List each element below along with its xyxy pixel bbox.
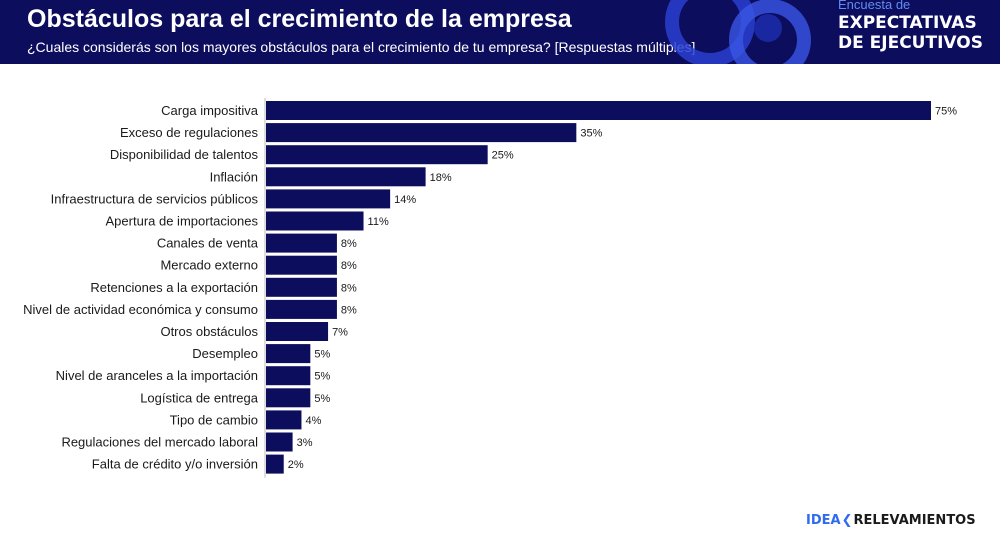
value-label: 4% <box>305 415 321 427</box>
value-label: 2% <box>288 459 304 471</box>
category-label: Otros obstáculos <box>160 324 258 339</box>
bar <box>266 145 488 165</box>
value-label: 3% <box>297 437 313 449</box>
category-label: Falta de crédito y/o inversión <box>92 457 258 472</box>
value-label: 18% <box>430 172 452 184</box>
logo-relevamientos-text: RELEVAMIENTOS <box>853 513 976 528</box>
page-title: Obstáculos para el crecimiento de la emp… <box>27 5 572 33</box>
value-label: 11% <box>368 216 389 228</box>
brand-title-line2: DE EJECUTIVOS <box>838 33 983 53</box>
bar <box>266 167 426 187</box>
brand-title-line1: EXPECTATIVAS <box>838 13 977 33</box>
bar <box>266 255 337 275</box>
value-label: 8% <box>341 304 357 316</box>
bar <box>266 299 337 319</box>
brand-caption: Encuesta de <box>838 0 911 12</box>
bar <box>266 322 329 341</box>
bar <box>266 211 364 231</box>
value-label: 35% <box>580 128 602 140</box>
category-label: Exceso de regulaciones <box>120 125 259 140</box>
value-label: 75% <box>935 106 957 118</box>
category-label: Nivel de aranceles a la importación <box>56 368 258 383</box>
category-label: Tipo de cambio <box>170 412 258 427</box>
category-label: Inflación <box>210 169 258 184</box>
value-label: 5% <box>314 349 330 361</box>
bar <box>266 344 311 364</box>
decorative-rings-icon <box>665 0 811 64</box>
value-label: 5% <box>314 371 330 383</box>
idea-relevamientos-logo: IDEA❮RELEVAMIENTOS <box>806 513 976 528</box>
category-label: Infraestructura de servicios públicos <box>51 191 259 206</box>
value-label: 8% <box>341 260 357 272</box>
bar <box>266 101 931 120</box>
category-label: Desempleo <box>192 346 258 361</box>
category-label: Mercado externo <box>160 258 258 273</box>
bar <box>266 233 337 253</box>
category-label: Nivel de actividad económica y consumo <box>23 302 258 317</box>
logo-chevron-icon: ❮ <box>841 513 853 528</box>
category-label: Disponibilidad de talentos <box>110 147 259 162</box>
bar <box>266 432 293 452</box>
bar <box>266 454 284 474</box>
category-label: Retenciones a la exportación <box>90 280 258 295</box>
bar <box>266 366 311 386</box>
value-label: 14% <box>394 194 416 206</box>
value-label: 8% <box>341 238 357 250</box>
logo-idea-text: IDEA <box>806 513 841 528</box>
page-subtitle: ¿Cuales considerás son los mayores obstá… <box>27 39 696 55</box>
bar <box>266 123 577 143</box>
category-label: Canales de venta <box>157 236 259 251</box>
bar <box>266 277 337 297</box>
bar <box>266 388 311 408</box>
bar <box>266 410 302 430</box>
category-label: Apertura de importaciones <box>106 214 259 229</box>
value-label: 5% <box>314 393 330 405</box>
value-label: 7% <box>332 327 348 339</box>
bar <box>266 189 391 209</box>
value-label: 25% <box>492 150 514 162</box>
category-label: Logística de entrega <box>140 390 259 405</box>
brand-title: EXPECTATIVAS DE EJECUTIVOS <box>838 13 983 53</box>
category-label: Carga impositiva <box>161 103 259 118</box>
bar-chart: Carga impositiva 75% Exceso de regulacione… <box>23 98 957 478</box>
value-label: 8% <box>341 282 357 294</box>
header-banner: Obstáculos para el crecimiento de la emp… <box>0 0 1000 64</box>
category-label: Regulaciones del mercado laboral <box>61 435 258 450</box>
